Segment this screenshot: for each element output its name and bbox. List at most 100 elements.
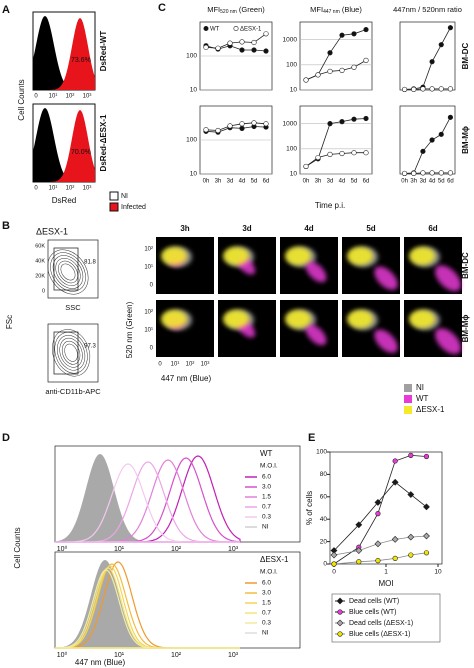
header-sub: 520 nm <box>220 9 237 15</box>
esx-cloud <box>285 247 311 265</box>
y-tick-label: 40K <box>35 258 45 264</box>
y-axis-label: FSc <box>5 315 14 329</box>
x-tick-label: 10² <box>66 94 75 100</box>
esx-cloud <box>409 310 435 328</box>
x-tick-label: 0 <box>332 569 336 576</box>
data-point <box>408 552 414 558</box>
esx-cloud <box>223 247 249 265</box>
x-axis-label: anti-CD11b-APC <box>45 387 101 396</box>
data-point <box>363 26 369 33</box>
column-header: 5d <box>366 224 375 233</box>
data-point <box>423 453 430 460</box>
y-tick-label: 10² <box>144 310 153 316</box>
panel-letter: A <box>2 4 10 16</box>
legend-label: 1.5 <box>262 600 271 607</box>
y-tick-label: 10 <box>190 171 198 178</box>
wt-cloud <box>435 265 461 292</box>
data-point <box>407 533 415 541</box>
x-tick-label: 0h <box>401 179 408 185</box>
data-point <box>447 114 454 120</box>
header-main: MFI <box>207 5 220 14</box>
data-point <box>203 127 209 133</box>
data-point <box>355 547 363 554</box>
y-tick-label: 0 <box>323 561 327 568</box>
legend-label: WT <box>210 27 220 33</box>
data-point <box>339 67 345 73</box>
legend-label: 0.7 <box>262 504 271 511</box>
data-point <box>374 498 382 506</box>
legend-label: 3.0 <box>262 484 271 491</box>
row-label: BM-DC <box>461 42 470 69</box>
plot-frame <box>399 21 456 91</box>
data-point <box>251 47 257 53</box>
y-tick-label: 10¹ <box>144 328 153 334</box>
y-tick-label: 100 <box>186 53 197 60</box>
legend-title: M.O.I. <box>260 463 278 470</box>
data-point <box>263 31 269 37</box>
infected-histogram <box>33 110 95 182</box>
x-tick-label: 3d <box>327 179 334 185</box>
x-tick-label: 4d <box>429 179 436 185</box>
contour <box>50 252 86 292</box>
y-tick-label: 0 <box>150 283 154 289</box>
y-tick-label: 0 <box>42 288 45 294</box>
x-tick-label: 10³ <box>83 186 92 192</box>
y-tick-label: 10¹ <box>144 265 153 271</box>
data-point <box>447 170 454 176</box>
x-tick-label: 6d <box>263 179 270 185</box>
data-point <box>363 57 369 63</box>
data-point <box>411 170 417 177</box>
y-tick-label: 10² <box>144 247 153 253</box>
x-axis-label: SSC <box>65 303 81 312</box>
x-tick-label: 5d <box>351 179 358 185</box>
data-point <box>327 68 333 74</box>
data-point <box>351 31 357 37</box>
data-point <box>401 86 408 93</box>
x-tick-label: 1 <box>384 569 388 576</box>
row-label: BM-Mϕ <box>461 315 470 343</box>
legend-label: 0.3 <box>262 620 271 627</box>
contour <box>60 263 76 281</box>
plot-frame <box>329 451 443 565</box>
y-tick-label: 10 <box>190 87 198 94</box>
legend-marker <box>336 597 344 605</box>
legend-label: NI <box>121 193 128 200</box>
y-tick-label: 100 <box>186 137 197 144</box>
histogram-curve <box>55 569 240 649</box>
legend-swatch <box>404 395 412 403</box>
legend-marker <box>337 609 343 615</box>
data-point <box>239 121 245 127</box>
contour <box>64 343 78 362</box>
legend-label: 6.0 <box>262 474 271 481</box>
data-point <box>227 40 233 46</box>
gate-value: 81.8 <box>84 260 96 266</box>
y-tick-label: 20 <box>320 538 328 545</box>
data-point <box>315 154 321 161</box>
y-tick-label: 100 <box>316 449 327 456</box>
data-point <box>356 559 362 565</box>
legend-label: Dead cells (ΔESX-1) <box>349 620 413 627</box>
gate-box <box>53 331 79 375</box>
esx-cloud <box>161 310 187 328</box>
legend-label: Blue cells (WT) <box>349 609 396 616</box>
legend-bg <box>232 24 260 33</box>
data-point <box>203 44 209 50</box>
esx-cloud <box>347 247 373 265</box>
x-tick-label: 0 <box>158 362 162 368</box>
data-point <box>239 39 245 45</box>
gate-box <box>53 247 79 291</box>
x-tick-label: 10¹ <box>171 362 180 368</box>
y-tick-label: 10 <box>290 171 298 178</box>
legend-title: M.O.I. <box>260 569 278 576</box>
sample-label: DsRed-ΔESX-1 <box>99 114 108 171</box>
x-tick-label: 10⁰ <box>57 651 68 659</box>
series-line <box>333 454 427 565</box>
data-point <box>227 123 233 129</box>
x-tick-label: 5d <box>251 179 258 185</box>
legend-label: Dead cells (WT) <box>349 598 399 605</box>
series-line <box>333 481 427 551</box>
panel-letter: B <box>2 220 10 232</box>
legend-label: NI <box>416 383 424 392</box>
x-tick-label: 10⁰ <box>57 545 68 553</box>
